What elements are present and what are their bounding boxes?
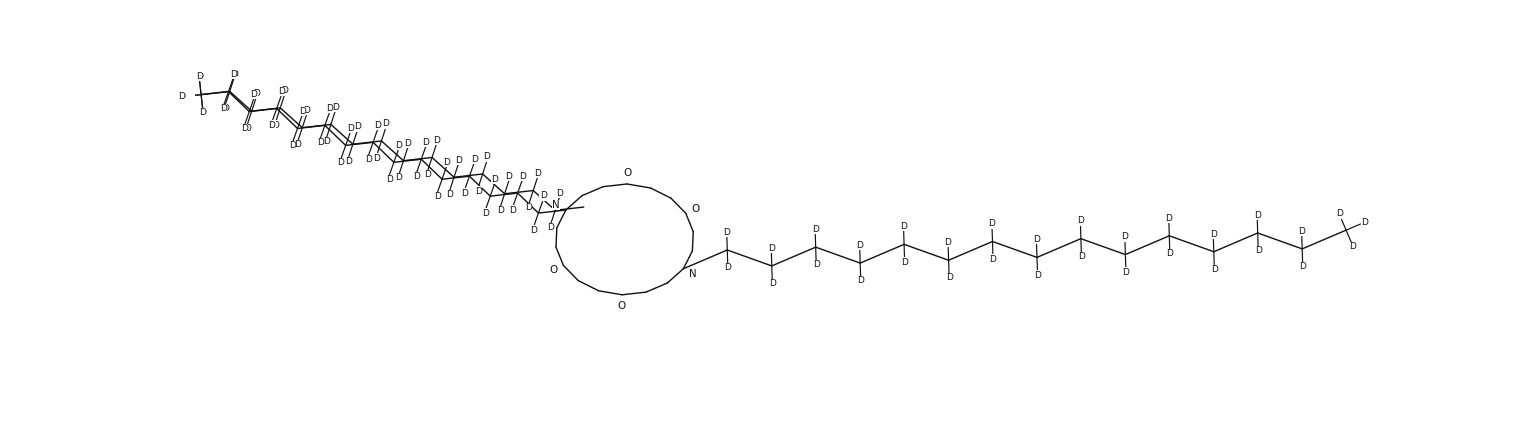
Text: D: D bbox=[1165, 213, 1173, 223]
Text: D: D bbox=[768, 244, 775, 253]
Text: D: D bbox=[1167, 249, 1173, 258]
Text: D: D bbox=[482, 209, 489, 218]
Text: D: D bbox=[1361, 218, 1368, 227]
Text: D: D bbox=[281, 86, 287, 95]
Text: D: D bbox=[242, 124, 248, 133]
Text: D: D bbox=[1350, 242, 1356, 251]
Text: D: D bbox=[1034, 271, 1041, 280]
Text: D: D bbox=[382, 119, 390, 128]
Text: D: D bbox=[177, 92, 185, 101]
Text: D: D bbox=[396, 173, 402, 183]
Text: D: D bbox=[901, 222, 907, 231]
Text: D: D bbox=[1300, 262, 1306, 271]
Text: D: D bbox=[1336, 210, 1342, 218]
Text: D: D bbox=[424, 170, 431, 179]
Text: D: D bbox=[1254, 211, 1260, 220]
Text: N: N bbox=[690, 269, 697, 278]
Text: D: D bbox=[332, 103, 339, 112]
Text: D: D bbox=[547, 223, 553, 232]
Text: D: D bbox=[471, 155, 477, 164]
Text: D: D bbox=[196, 72, 203, 81]
Text: D: D bbox=[303, 106, 310, 115]
Text: D: D bbox=[338, 158, 344, 167]
Text: D: D bbox=[365, 155, 372, 164]
Text: D: D bbox=[385, 175, 393, 184]
Text: D: D bbox=[483, 152, 491, 161]
Text: D: D bbox=[813, 260, 820, 269]
Text: D: D bbox=[199, 108, 206, 117]
Text: D: D bbox=[988, 219, 995, 229]
Text: D: D bbox=[346, 157, 352, 166]
Text: D: D bbox=[1209, 229, 1217, 239]
Text: D: D bbox=[946, 274, 953, 282]
Text: D: D bbox=[278, 87, 284, 96]
Text: D: D bbox=[1255, 246, 1261, 255]
Text: D: D bbox=[534, 169, 541, 178]
Text: D: D bbox=[1298, 227, 1306, 236]
Text: D: D bbox=[945, 238, 951, 247]
Text: D: D bbox=[497, 206, 503, 215]
Text: D: D bbox=[269, 121, 275, 130]
Text: D: D bbox=[231, 70, 237, 79]
Text: D: D bbox=[326, 104, 333, 113]
Text: O: O bbox=[618, 301, 625, 311]
Text: D: D bbox=[222, 104, 229, 113]
Text: D: D bbox=[526, 203, 532, 212]
Text: O: O bbox=[624, 168, 631, 178]
Text: D: D bbox=[252, 89, 260, 99]
Text: D: D bbox=[856, 241, 862, 250]
Text: D: D bbox=[476, 187, 482, 196]
Text: D: D bbox=[434, 192, 440, 201]
Text: D: D bbox=[413, 172, 420, 181]
Text: D: D bbox=[177, 92, 185, 101]
Text: D: D bbox=[422, 137, 430, 147]
Text: D: D bbox=[462, 189, 468, 198]
Text: D: D bbox=[531, 225, 537, 235]
Text: D: D bbox=[1121, 232, 1128, 241]
Text: D: D bbox=[1034, 235, 1040, 244]
Text: D: D bbox=[769, 279, 775, 288]
Text: D: D bbox=[317, 138, 324, 147]
Text: D: D bbox=[295, 141, 301, 149]
Text: D: D bbox=[1211, 265, 1217, 274]
Text: D: D bbox=[443, 158, 450, 167]
Text: D: D bbox=[989, 255, 997, 264]
Text: D: D bbox=[251, 90, 257, 99]
Text: D: D bbox=[243, 124, 251, 133]
Text: D: D bbox=[725, 263, 731, 272]
Text: D: D bbox=[509, 206, 517, 215]
Text: D: D bbox=[446, 190, 453, 199]
Text: D: D bbox=[491, 175, 498, 183]
Text: D: D bbox=[229, 70, 237, 79]
Text: D: D bbox=[506, 172, 512, 181]
Text: D: D bbox=[199, 108, 206, 117]
Text: D: D bbox=[373, 154, 381, 163]
Text: N: N bbox=[552, 200, 560, 210]
Text: D: D bbox=[433, 136, 440, 145]
Text: D: D bbox=[1122, 268, 1130, 277]
Text: D: D bbox=[723, 228, 731, 237]
Text: D: D bbox=[518, 171, 526, 180]
Text: O: O bbox=[549, 265, 558, 274]
Text: D: D bbox=[220, 104, 228, 113]
Text: D: D bbox=[298, 107, 306, 116]
Text: D: D bbox=[375, 121, 381, 130]
Text: D: D bbox=[347, 124, 353, 133]
Text: D: D bbox=[323, 137, 330, 146]
Text: D: D bbox=[1078, 252, 1086, 261]
Text: O: O bbox=[691, 204, 700, 214]
Text: D: D bbox=[557, 189, 563, 198]
Text: D: D bbox=[196, 72, 203, 81]
Text: D: D bbox=[394, 141, 402, 150]
Text: D: D bbox=[405, 139, 411, 148]
Text: D: D bbox=[1076, 217, 1084, 225]
Text: D: D bbox=[289, 141, 297, 150]
Text: D: D bbox=[540, 191, 546, 201]
Text: D: D bbox=[901, 258, 908, 267]
Text: D: D bbox=[456, 156, 462, 164]
Text: D: D bbox=[272, 121, 280, 130]
Text: D: D bbox=[812, 225, 818, 234]
Text: D: D bbox=[858, 276, 864, 285]
Text: D: D bbox=[353, 122, 361, 131]
